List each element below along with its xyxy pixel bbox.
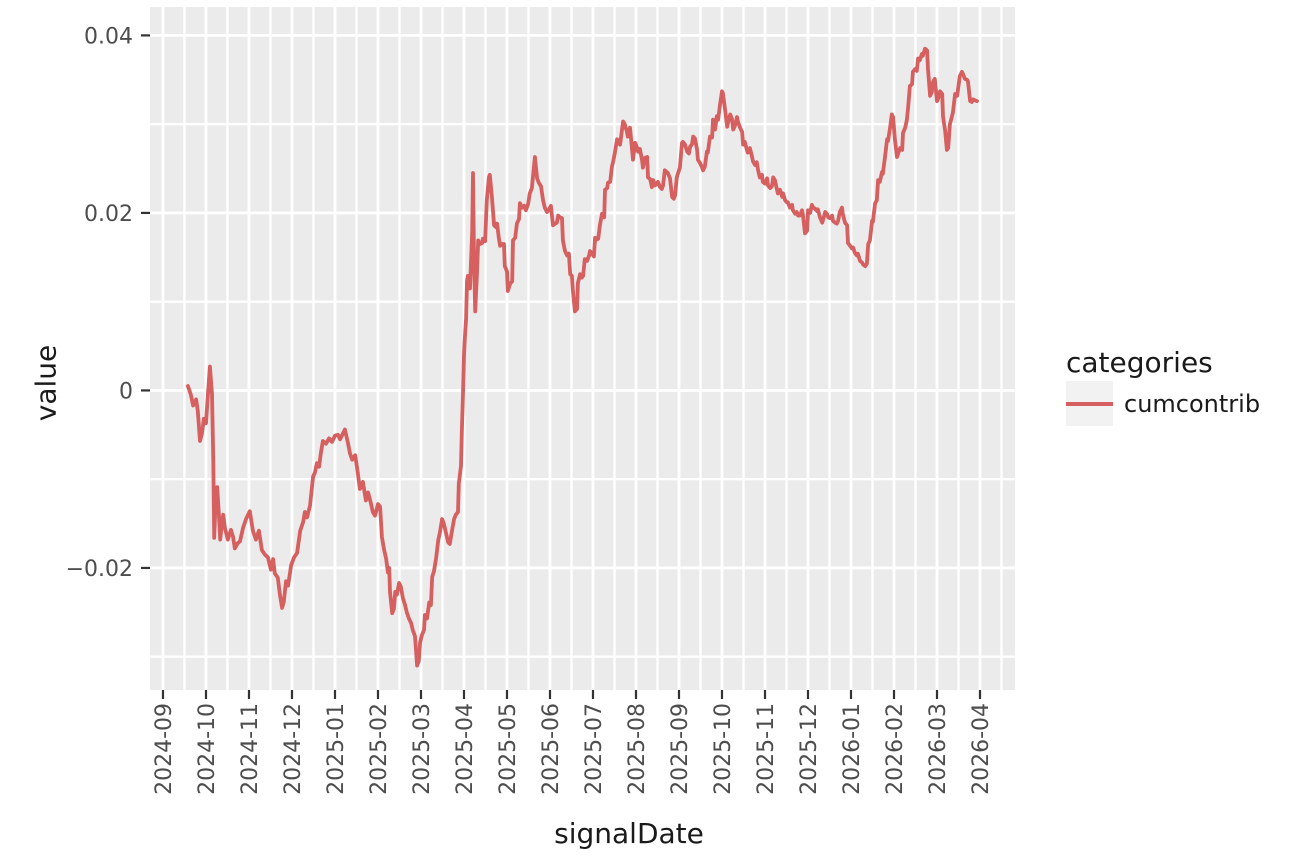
x-tick-label: 2025-09	[668, 703, 693, 795]
y-tick-label: 0.02	[84, 202, 133, 227]
y-tick-label: −0.02	[66, 557, 133, 582]
line-swatch-icon	[1066, 401, 1113, 406]
legend-item-cumcontrib: cumcontrib	[1066, 381, 1261, 427]
grid-major	[150, 7, 1015, 690]
x-tick-label: 2024-09	[152, 703, 177, 795]
y-tick-label: 0.04	[84, 24, 133, 49]
x-axis-title: signalDate	[554, 817, 704, 850]
legend-key-swatch	[1066, 381, 1113, 427]
legend-item-label: cumcontrib	[1124, 389, 1261, 418]
x-tick-label: 2025-04	[453, 703, 478, 795]
x-tick-label: 2025-10	[711, 703, 736, 795]
legend: categories cumcontrib	[1066, 346, 1261, 427]
y-axis-title: value	[29, 344, 63, 422]
x-tick-label: 2024-11	[238, 703, 263, 795]
series-line-cumcontrib	[186, 46, 979, 668]
x-tick-label: 2025-05	[496, 703, 521, 795]
x-tick-label: 2026-03	[926, 703, 951, 795]
x-tick-label: 2025-11	[754, 703, 779, 795]
panel-background	[150, 7, 1015, 690]
x-tick-label: 2025-02	[367, 703, 392, 795]
x-tick-label: 2026-02	[883, 703, 908, 795]
x-tick-label: 2025-06	[539, 703, 564, 795]
x-tick-label: 2025-08	[625, 703, 650, 795]
legend-title: categories	[1066, 346, 1213, 379]
x-tick-label: 2025-07	[582, 703, 607, 795]
x-tick-label: 2025-01	[324, 703, 349, 795]
y-tick-label: 0	[119, 379, 133, 404]
axis-ticks	[141, 34, 982, 699]
x-tick-label: 2026-01	[840, 703, 865, 795]
x-tick-label: 2024-10	[195, 703, 220, 795]
x-tick-label: 2026-04	[969, 703, 994, 795]
x-tick-label: 2025-03	[410, 703, 435, 795]
x-tick-label: 2025-12	[797, 703, 822, 795]
x-tick-label: 2024-12	[281, 703, 306, 795]
grid-minor	[150, 7, 1015, 690]
